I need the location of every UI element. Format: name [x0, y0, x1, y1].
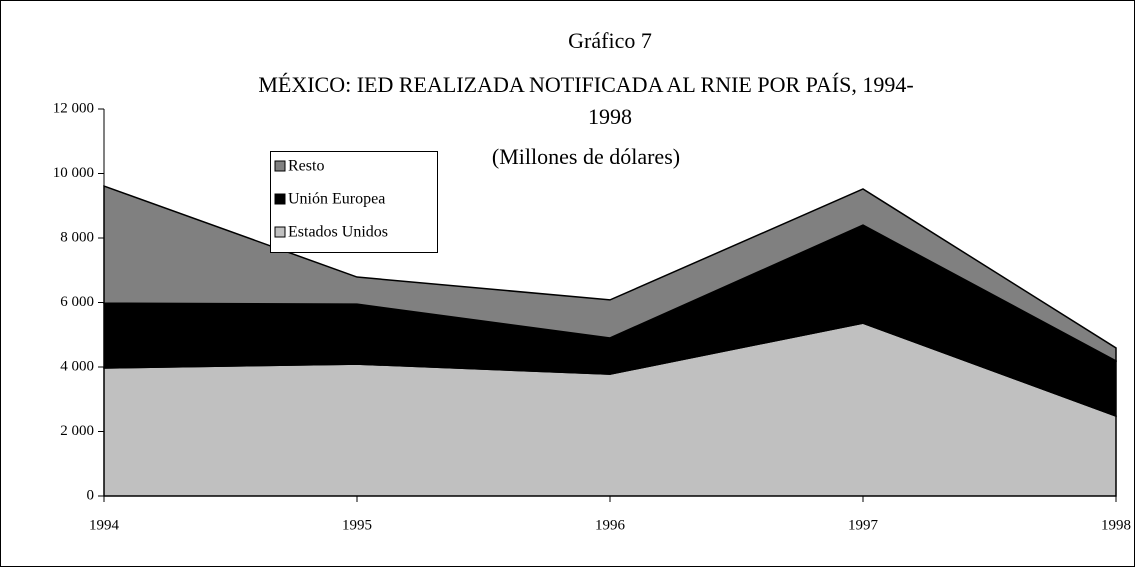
legend-label: Estados Unidos	[288, 224, 388, 241]
y-tick-label: 2 000	[60, 423, 94, 439]
y-tick-label: 6 000	[60, 294, 94, 310]
legend-label: Resto	[288, 158, 324, 175]
legend	[270, 151, 438, 253]
chart-subtitle: MÉXICO: IED REALIZADA NOTIFICADA AL RNIE…	[258, 72, 913, 97]
chart-subtitle: (Millones de dólares)	[492, 144, 680, 169]
y-tick-label: 0	[87, 487, 95, 503]
legend-label: Unión Europea	[288, 191, 385, 208]
chart-subtitle: 1998	[588, 104, 632, 129]
y-tick-label: 4 000	[60, 358, 94, 374]
y-tick-label: 12 000	[53, 100, 94, 116]
legend-swatch	[274, 193, 286, 205]
area	[103, 185, 1117, 363]
legend-swatch	[274, 226, 286, 238]
x-tick-label: 1998	[1101, 517, 1131, 533]
y-tick-label: 8 000	[60, 229, 94, 245]
legend-swatch	[274, 160, 286, 172]
x-tick-label: 1994	[89, 517, 120, 533]
x-tick-label: 1995	[342, 517, 372, 533]
y-tick-label: 10 000	[53, 165, 94, 181]
chart-title: Gráfico 7	[568, 28, 652, 53]
x-tick-label: 1996	[595, 517, 626, 533]
x-tick-label: 1997	[848, 517, 879, 533]
